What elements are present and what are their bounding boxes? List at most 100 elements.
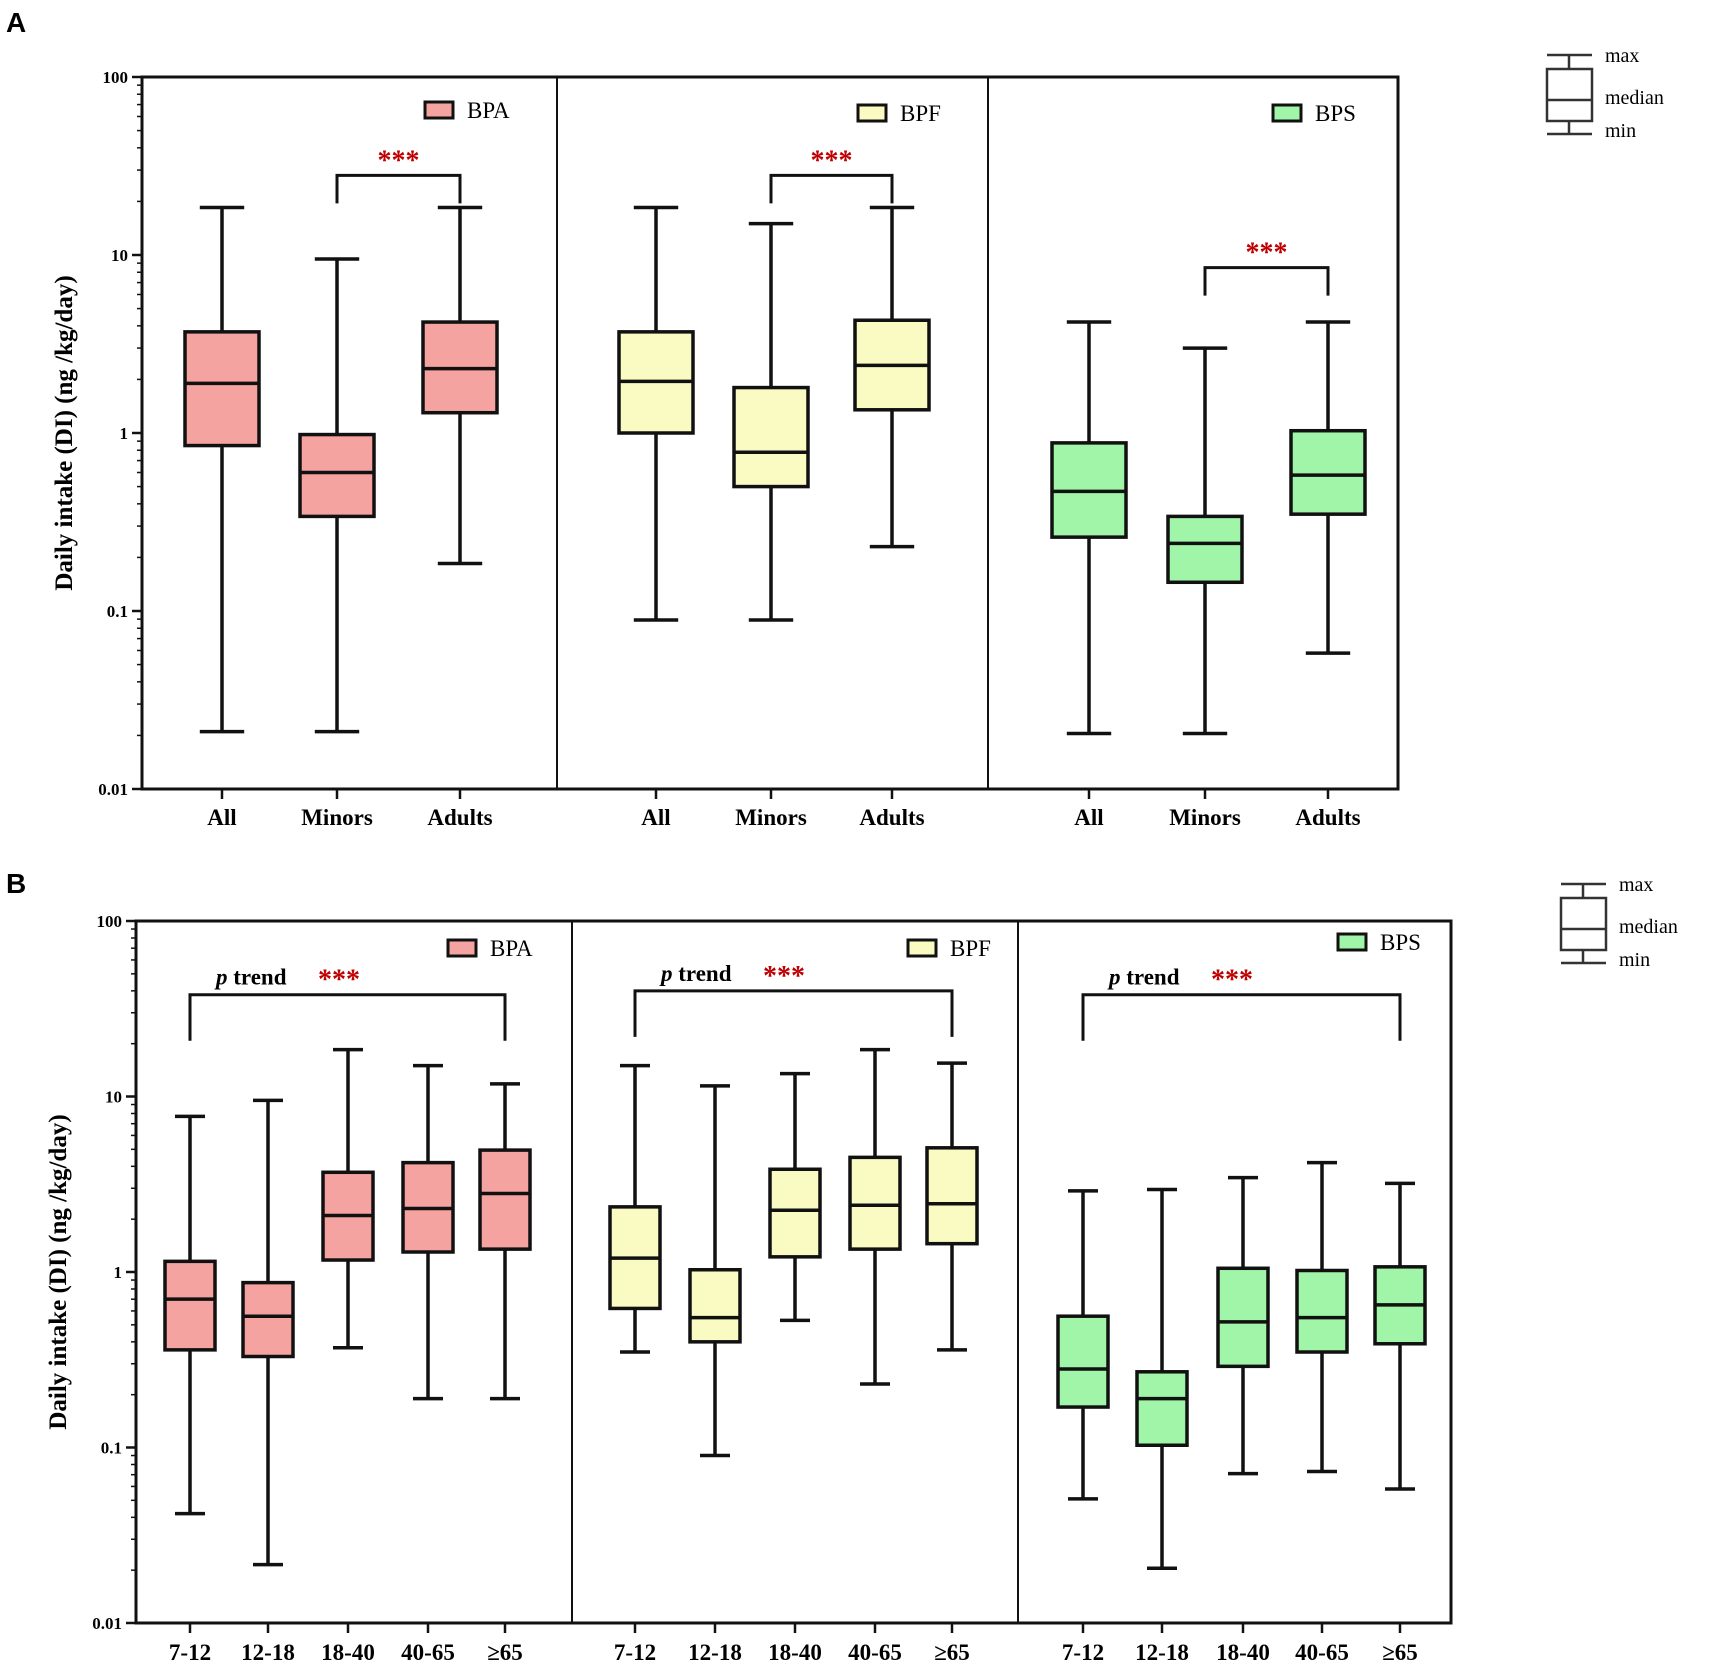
box-bps-4 <box>1373 1181 1427 1491</box>
significance-bracket <box>188 993 507 1041</box>
box-bpa-0 <box>163 1114 217 1516</box>
legend-label: BPF <box>900 101 941 126</box>
key-median-label: median <box>1619 916 1678 938</box>
box-bpa-1 <box>298 257 376 734</box>
box-iqr <box>1216 1266 1270 1369</box>
key-max-label: max <box>1605 45 1639 67</box>
key-median-label: median <box>1605 87 1664 109</box>
box-bpf-4 <box>925 1061 979 1352</box>
x-category-label: Minors <box>735 805 807 830</box>
significance-bracket <box>1203 266 1330 296</box>
trend-word: trend <box>673 961 732 986</box>
trend-label: p trend <box>1107 965 1180 990</box>
x-category-label: Adults <box>859 805 924 830</box>
boxplot-key-b: max median min <box>1559 874 1678 971</box>
x-category-label: 7-12 <box>1062 1640 1104 1665</box>
panel-letter-a: A <box>6 7 26 38</box>
box-bps-1 <box>1135 1187 1189 1571</box>
x-category-label: 40-65 <box>1295 1640 1349 1665</box>
trend-word: trend <box>1121 965 1180 990</box>
box-bpf-0 <box>617 205 695 622</box>
x-category-label: 12-18 <box>688 1640 742 1665</box>
box-bpa-2 <box>421 205 499 566</box>
box-bps-3 <box>1295 1160 1349 1474</box>
box-bps-0 <box>1056 1189 1110 1501</box>
x-category-label: 12-18 <box>1135 1640 1189 1665</box>
key-min-label: min <box>1619 949 1650 971</box>
box-iqr <box>1295 1268 1349 1354</box>
legend-swatch <box>446 938 478 958</box>
y-tick-label: 0.01 <box>92 1614 122 1633</box>
box-bps-2 <box>1216 1175 1270 1476</box>
y-tick-label: 1 <box>114 1263 123 1282</box>
legend-label: BPS <box>1315 101 1356 126</box>
x-category-label: ≥65 <box>934 1640 970 1665</box>
box-bpf-1 <box>732 221 810 622</box>
significance-bracket <box>769 173 894 204</box>
box-iqr <box>163 1259 217 1352</box>
legend-label: BPA <box>467 98 510 123</box>
x-category-label: 18-40 <box>768 1640 822 1665</box>
box-bpa-4 <box>478 1082 532 1401</box>
significance-bracket <box>633 989 954 1037</box>
trend-label: p trend <box>214 965 287 990</box>
x-category-label: 7-12 <box>169 1640 211 1665</box>
box-iqr <box>848 1155 902 1251</box>
y-tick-label: 100 <box>103 68 129 87</box>
box-iqr <box>732 385 810 489</box>
x-category-label: Minors <box>1169 805 1241 830</box>
box-bpf-2 <box>768 1071 822 1323</box>
box-iqr <box>241 1280 295 1359</box>
y-tick-label: 0.01 <box>98 780 128 799</box>
legend-swatch <box>1336 932 1368 952</box>
legend-swatch <box>423 100 455 120</box>
y-tick-label: 1 <box>120 424 129 443</box>
y-tick-label: 10 <box>111 246 128 265</box>
box-iqr <box>925 1146 979 1246</box>
key-max-label: max <box>1619 874 1653 896</box>
x-category-label: All <box>1074 805 1103 830</box>
box-bpa-0 <box>183 205 261 734</box>
x-category-label: 18-40 <box>1216 1640 1270 1665</box>
panel-letter-b: B <box>6 868 26 899</box>
y-tick-label: 100 <box>97 912 123 931</box>
key-min-label: min <box>1605 120 1636 142</box>
y-axis-label: Daily intake (DI) (ng /kg/day) <box>51 275 78 590</box>
y-tick-label: 0.1 <box>101 1439 122 1458</box>
boxplot-key-a: max median min <box>1545 45 1664 142</box>
chart-panel-a: 100 10 1 0.1 0.01 Daily intake (DI) (ng /kg/d… <box>51 68 1400 830</box>
x-category-label: 18-40 <box>321 1640 375 1665</box>
x-category-label: Adults <box>1295 805 1360 830</box>
trend-label: p trend <box>659 961 732 986</box>
x-category-label: Minors <box>301 805 373 830</box>
x-category-label: All <box>641 805 670 830</box>
box-bpa-2 <box>321 1047 375 1350</box>
x-category-label: 12-18 <box>241 1640 295 1665</box>
y-tick-label: 10 <box>105 1088 122 1107</box>
box-bpf-1 <box>688 1084 742 1458</box>
box-bps-1 <box>1166 346 1244 736</box>
chart-panel-b: 100 10 1 0.1 0.01 Daily intake (DI) (ng /kg/d… <box>45 912 1453 1665</box>
y-tick-label: 0.1 <box>107 602 128 621</box>
box-bps-0 <box>1050 320 1128 736</box>
x-category-label: ≥65 <box>487 1640 523 1665</box>
box-bpf-3 <box>848 1047 902 1386</box>
significance-stars: *** <box>378 145 420 176</box>
box-bpf-2 <box>853 205 931 549</box>
y-axis-label: Daily intake (DI) (ng /kg/day) <box>45 1114 72 1429</box>
legend-swatch <box>906 938 938 958</box>
x-category-label: 40-65 <box>401 1640 455 1665</box>
trend-p: p <box>659 961 673 986</box>
box-iqr <box>298 432 376 519</box>
box-iqr <box>768 1167 822 1259</box>
legend-label: BPF <box>950 936 991 961</box>
significance-bracket <box>1081 993 1402 1041</box>
box-iqr <box>1056 1314 1110 1409</box>
box-bpa-1 <box>241 1098 295 1567</box>
significance-stars: *** <box>318 965 360 996</box>
significance-stars: *** <box>763 961 805 992</box>
box-bpf-0 <box>608 1063 662 1354</box>
x-category-label: 40-65 <box>848 1640 902 1665</box>
box-iqr <box>1135 1370 1189 1447</box>
